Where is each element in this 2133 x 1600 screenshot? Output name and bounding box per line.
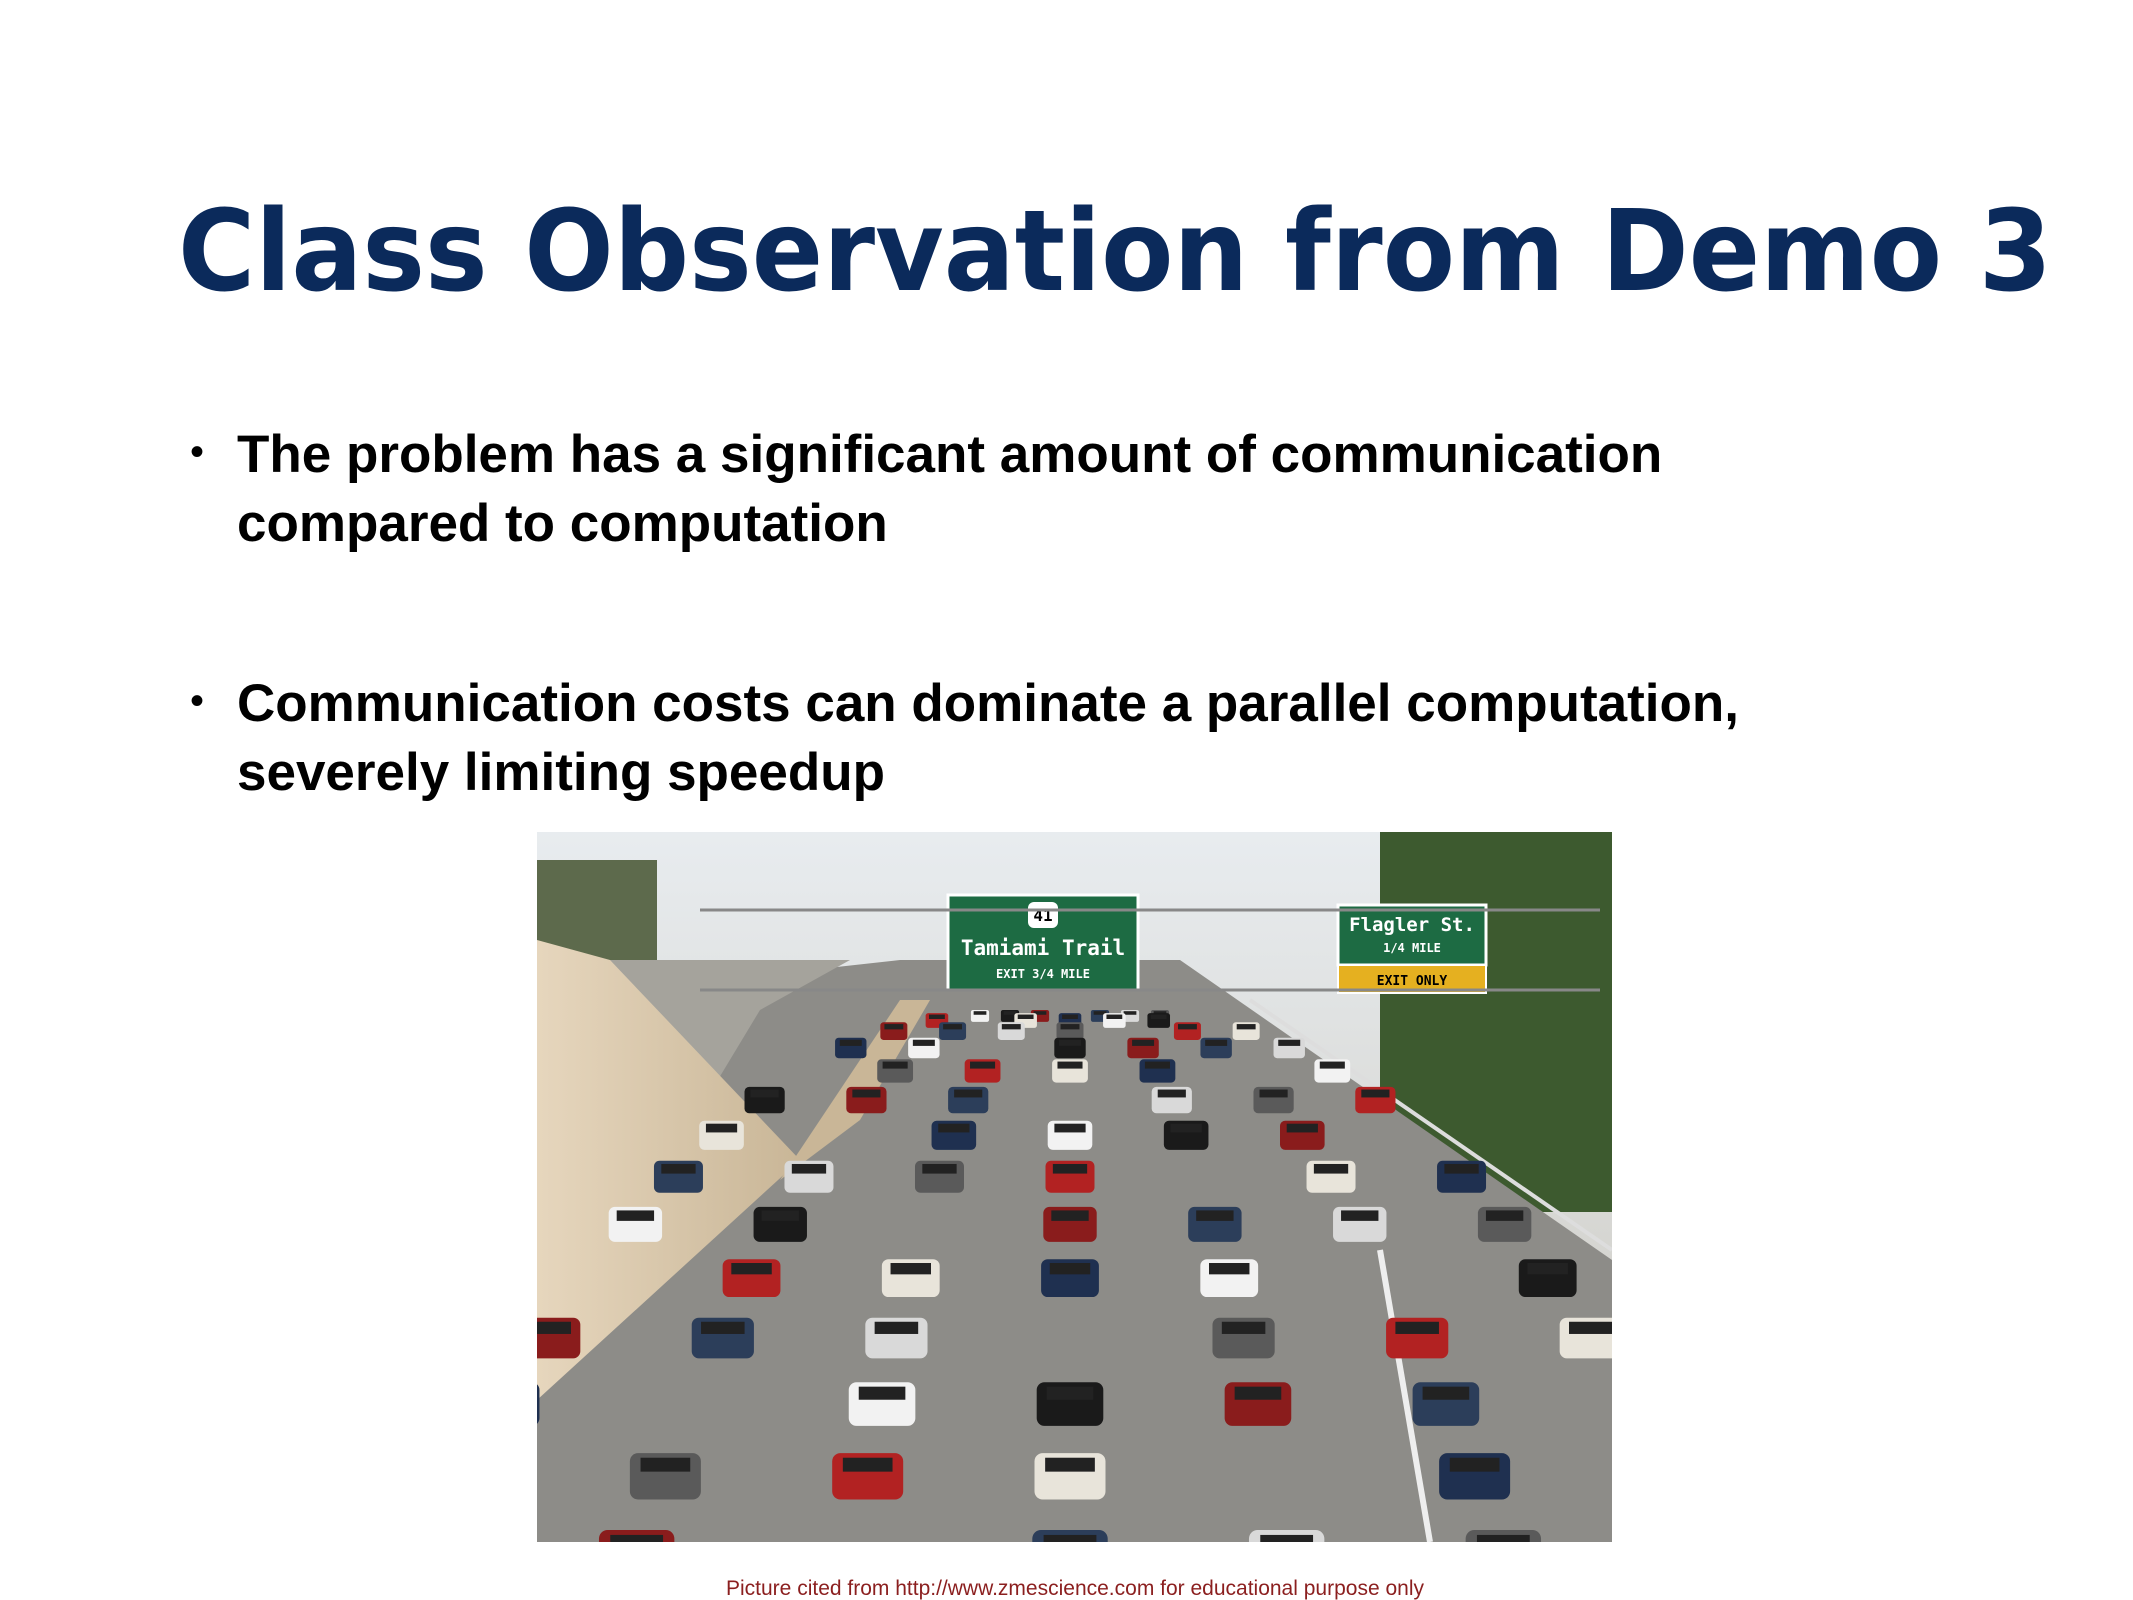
car-window: [1123, 1011, 1137, 1015]
car-window: [1043, 1534, 1097, 1542]
car-window: [1157, 1089, 1186, 1098]
car-window: [858, 1386, 906, 1400]
car-window: [750, 1089, 779, 1098]
car-window: [701, 1321, 745, 1334]
car-window: [1017, 1014, 1034, 1019]
car: [428, 1453, 499, 1499]
car-window: [1033, 1011, 1047, 1015]
bullet-line: severely limiting speedup: [237, 743, 885, 802]
car-window: [791, 1163, 827, 1174]
car-window: [1361, 1089, 1390, 1098]
car-window: [1485, 1210, 1524, 1221]
car-window: [1395, 1321, 1439, 1334]
car-window: [1196, 1210, 1234, 1221]
car-window: [943, 1024, 963, 1030]
car: [382, 1530, 457, 1579]
car-window: [1278, 1039, 1301, 1046]
car-window: [1057, 1061, 1083, 1069]
sign-text: Tamiami Trail: [961, 936, 1125, 960]
car-window: [1476, 1534, 1530, 1542]
car-window: [1221, 1321, 1266, 1334]
bullet-line: compared to computation: [237, 494, 888, 553]
car-window: [1313, 1163, 1349, 1174]
car-window: [731, 1263, 772, 1275]
car-window: [1054, 1123, 1086, 1133]
car-window: [394, 1535, 447, 1550]
sign-text: Flagler St.: [1349, 914, 1475, 936]
car-window: [970, 1061, 996, 1069]
car-window: [1568, 1321, 1612, 1334]
car-window: [973, 1011, 987, 1015]
car-window: [874, 1321, 919, 1334]
car-window: [1153, 1011, 1167, 1015]
car-window: [1059, 1039, 1081, 1046]
car-window: [1236, 1024, 1256, 1030]
car-window: [1003, 1011, 1017, 1015]
car-window: [929, 1014, 945, 1019]
car-window: [1060, 1024, 1080, 1030]
traffic-photo: 41 Tamiami Trail EXIT 3/4 MILE Flagler S…: [382, 832, 1757, 1579]
car-window: [761, 1210, 799, 1221]
bullet-line: Communication costs can dominate a paral…: [237, 674, 1739, 733]
sign-text: EXIT 3/4 MILE: [996, 967, 1090, 981]
car-window: [1132, 1039, 1155, 1046]
car-window: [938, 1123, 970, 1133]
car-window: [1260, 1534, 1314, 1542]
car-window: [882, 1061, 908, 1069]
car-window: [1093, 1011, 1107, 1015]
car-window: [1205, 1039, 1228, 1046]
car-window: [1444, 1163, 1479, 1174]
image-caption: Picture cited from http://www.zmescience…: [726, 1577, 1424, 1600]
car: [1682, 1530, 1757, 1579]
car: [537, 1384, 540, 1424]
car-window: [1209, 1263, 1250, 1275]
car-window: [1046, 1386, 1094, 1400]
car-window: [1286, 1123, 1318, 1133]
car-window: [1144, 1061, 1170, 1069]
car-window: [922, 1163, 957, 1174]
car-window: [884, 1024, 904, 1030]
car-window: [610, 1534, 664, 1542]
car-window: [438, 1458, 488, 1472]
car-window: [852, 1089, 881, 1098]
bullet-dot: •: [190, 679, 204, 723]
car-window: [1527, 1263, 1568, 1275]
sign-text: 1/4 MILE: [1383, 941, 1441, 955]
car-window: [705, 1123, 738, 1133]
car-window: [1259, 1089, 1288, 1098]
car-window: [1170, 1123, 1202, 1133]
car: [1641, 1453, 1712, 1499]
bullet-line: The problem has a significant amount of …: [237, 425, 1662, 484]
car-window: [842, 1457, 893, 1472]
slide-title: Class Observation from Demo 3: [178, 187, 2052, 317]
car-window: [1001, 1024, 1021, 1030]
car-window: [1045, 1457, 1095, 1472]
car-window: [1106, 1014, 1123, 1019]
car-window: [640, 1457, 691, 1472]
car-window: [1062, 1014, 1078, 1019]
car-window: [839, 1039, 862, 1046]
sign-text: EXIT ONLY: [1377, 974, 1448, 989]
car-window: [483, 1387, 530, 1400]
car-window: [1052, 1163, 1088, 1174]
car-window: [1449, 1457, 1500, 1472]
car-window: [537, 1321, 572, 1334]
car-window: [616, 1210, 655, 1221]
car-window: [1234, 1386, 1282, 1400]
car-window: [1319, 1061, 1345, 1069]
car-window: [1694, 1535, 1747, 1550]
car-window: [1341, 1210, 1379, 1221]
car-window: [1652, 1458, 1702, 1472]
car-window: [1049, 1263, 1091, 1275]
car-window: [1177, 1024, 1197, 1030]
bullet-dot: •: [190, 430, 204, 474]
car-window: [890, 1263, 931, 1275]
car-window: [1150, 1014, 1167, 1019]
car-window: [954, 1089, 983, 1098]
car-window: [1422, 1386, 1470, 1400]
car-window: [1051, 1210, 1089, 1221]
car-window: [912, 1039, 935, 1046]
car-window: [661, 1163, 696, 1174]
